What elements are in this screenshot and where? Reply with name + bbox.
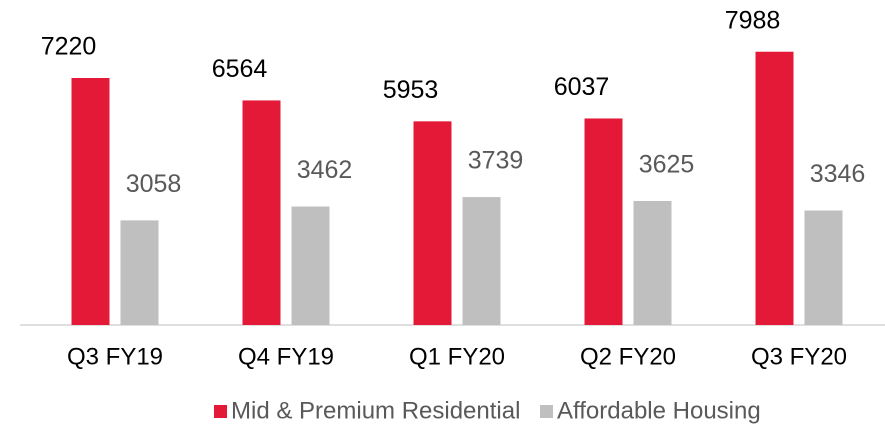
bar <box>755 51 794 325</box>
bar <box>71 78 110 325</box>
data-label: 3462 <box>297 156 353 184</box>
data-label: 3346 <box>810 160 866 188</box>
bar <box>120 220 159 325</box>
data-label: 3058 <box>126 170 182 198</box>
data-label: 6037 <box>554 73 610 101</box>
x-tick-label: Q1 FY20 <box>409 343 505 370</box>
bar <box>804 210 843 325</box>
data-label: 7220 <box>41 33 97 61</box>
bar <box>584 118 623 325</box>
bar <box>633 200 672 325</box>
data-label: 5953 <box>383 76 439 104</box>
legend-label: Mid & Premium Residential <box>231 397 520 424</box>
legend-label: Affordable Housing <box>557 397 761 424</box>
x-tick-label: Q3 FY20 <box>751 343 847 370</box>
data-label: 7988 <box>725 6 781 34</box>
legend-swatch <box>540 405 553 418</box>
bar <box>242 100 281 325</box>
x-tick-label: Q4 FY19 <box>238 343 334 370</box>
bar <box>413 121 452 326</box>
x-tick-label: Q2 FY20 <box>580 343 676 370</box>
data-label: 6564 <box>212 55 268 83</box>
legend-swatch <box>214 405 227 418</box>
data-label: 3625 <box>639 151 695 179</box>
bar <box>462 197 501 325</box>
x-tick-label: Q3 FY19 <box>67 343 163 370</box>
bar <box>291 206 330 325</box>
data-label: 3739 <box>468 147 524 175</box>
